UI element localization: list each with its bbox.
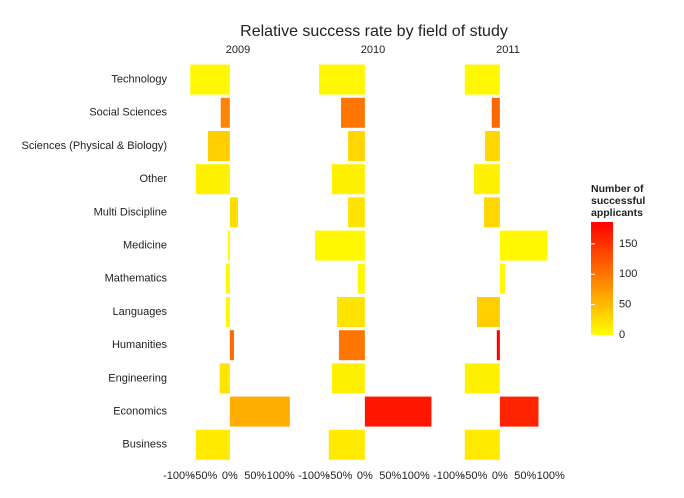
bar bbox=[464, 64, 500, 95]
bar bbox=[499, 263, 505, 294]
bar bbox=[348, 197, 365, 228]
colorbar-tick-label: 50 bbox=[619, 299, 631, 311]
y-tick-label: Engineering bbox=[108, 372, 167, 384]
y-tick-label: Humanities bbox=[112, 339, 168, 351]
x-tick-label: -100% bbox=[298, 470, 330, 482]
x-tick-label: -100% bbox=[163, 470, 195, 482]
y-tick-label: Economics bbox=[113, 406, 167, 418]
bar bbox=[208, 131, 230, 161]
bar bbox=[464, 363, 500, 394]
bar bbox=[484, 197, 500, 228]
x-tick-label: 100% bbox=[402, 470, 430, 482]
bar bbox=[227, 230, 230, 261]
bar bbox=[485, 131, 500, 161]
facet-label: 2011 bbox=[496, 44, 520, 56]
bar bbox=[331, 164, 365, 195]
bar bbox=[491, 97, 500, 128]
x-tick-label: -50% bbox=[462, 470, 488, 482]
y-tick-label: Technology bbox=[111, 74, 167, 86]
x-tick-label: -100% bbox=[433, 470, 465, 482]
bar bbox=[464, 429, 500, 460]
bar bbox=[229, 197, 238, 228]
bar bbox=[225, 297, 230, 327]
bar bbox=[331, 363, 365, 394]
colorbar-tick-label: 100 bbox=[619, 268, 637, 280]
y-tick-label: Sciences (Physical & Biology) bbox=[21, 140, 167, 152]
colorbar-tick-label: 150 bbox=[619, 238, 637, 250]
bar bbox=[340, 97, 365, 128]
bar bbox=[190, 64, 230, 95]
bar bbox=[476, 297, 500, 327]
bar bbox=[219, 363, 230, 394]
bar bbox=[229, 396, 290, 427]
bar bbox=[357, 263, 365, 294]
bar bbox=[225, 263, 230, 294]
x-tick-label: 0% bbox=[357, 470, 373, 482]
y-tick-label: Languages bbox=[113, 306, 168, 318]
colorbar-title: successful bbox=[591, 195, 645, 207]
x-tick-label: -50% bbox=[192, 470, 218, 482]
x-tick-label: 100% bbox=[537, 470, 565, 482]
y-tick-label: Social Sciences bbox=[89, 107, 167, 119]
x-tick-label: 50% bbox=[514, 470, 536, 482]
x-tick-label: 50% bbox=[379, 470, 401, 482]
facet-label: 2009 bbox=[226, 44, 250, 56]
y-tick-label: Medicine bbox=[123, 240, 167, 252]
colorbar-title: applicants bbox=[591, 207, 643, 219]
bar bbox=[195, 429, 230, 460]
bar bbox=[473, 164, 500, 195]
y-tick-label: Other bbox=[139, 173, 167, 185]
x-tick-label: 100% bbox=[267, 470, 295, 482]
x-tick-label: 50% bbox=[244, 470, 266, 482]
colorbar-tick-label: 0 bbox=[619, 329, 625, 341]
bar bbox=[364, 396, 432, 427]
bar bbox=[328, 429, 365, 460]
bar bbox=[338, 330, 365, 361]
y-tick-label: Business bbox=[122, 439, 167, 451]
x-tick-label: -50% bbox=[327, 470, 353, 482]
x-tick-label: 0% bbox=[492, 470, 508, 482]
bar bbox=[499, 396, 539, 427]
bar bbox=[229, 330, 234, 361]
bar bbox=[499, 230, 548, 261]
x-tick-label: 0% bbox=[222, 470, 238, 482]
bar bbox=[348, 131, 365, 161]
y-tick-label: Mathematics bbox=[105, 273, 168, 285]
facet-label: 2010 bbox=[361, 44, 385, 56]
bar bbox=[220, 97, 230, 128]
bar bbox=[319, 64, 365, 95]
bar bbox=[195, 164, 230, 195]
colorbar bbox=[591, 222, 613, 335]
colorbar-title: Number of bbox=[591, 183, 644, 195]
y-tick-label: Multi Discipline bbox=[94, 206, 167, 218]
chart-title: Relative success rate by field of study bbox=[240, 23, 508, 40]
bar bbox=[336, 297, 365, 327]
bar bbox=[315, 230, 365, 261]
bar bbox=[496, 330, 500, 361]
